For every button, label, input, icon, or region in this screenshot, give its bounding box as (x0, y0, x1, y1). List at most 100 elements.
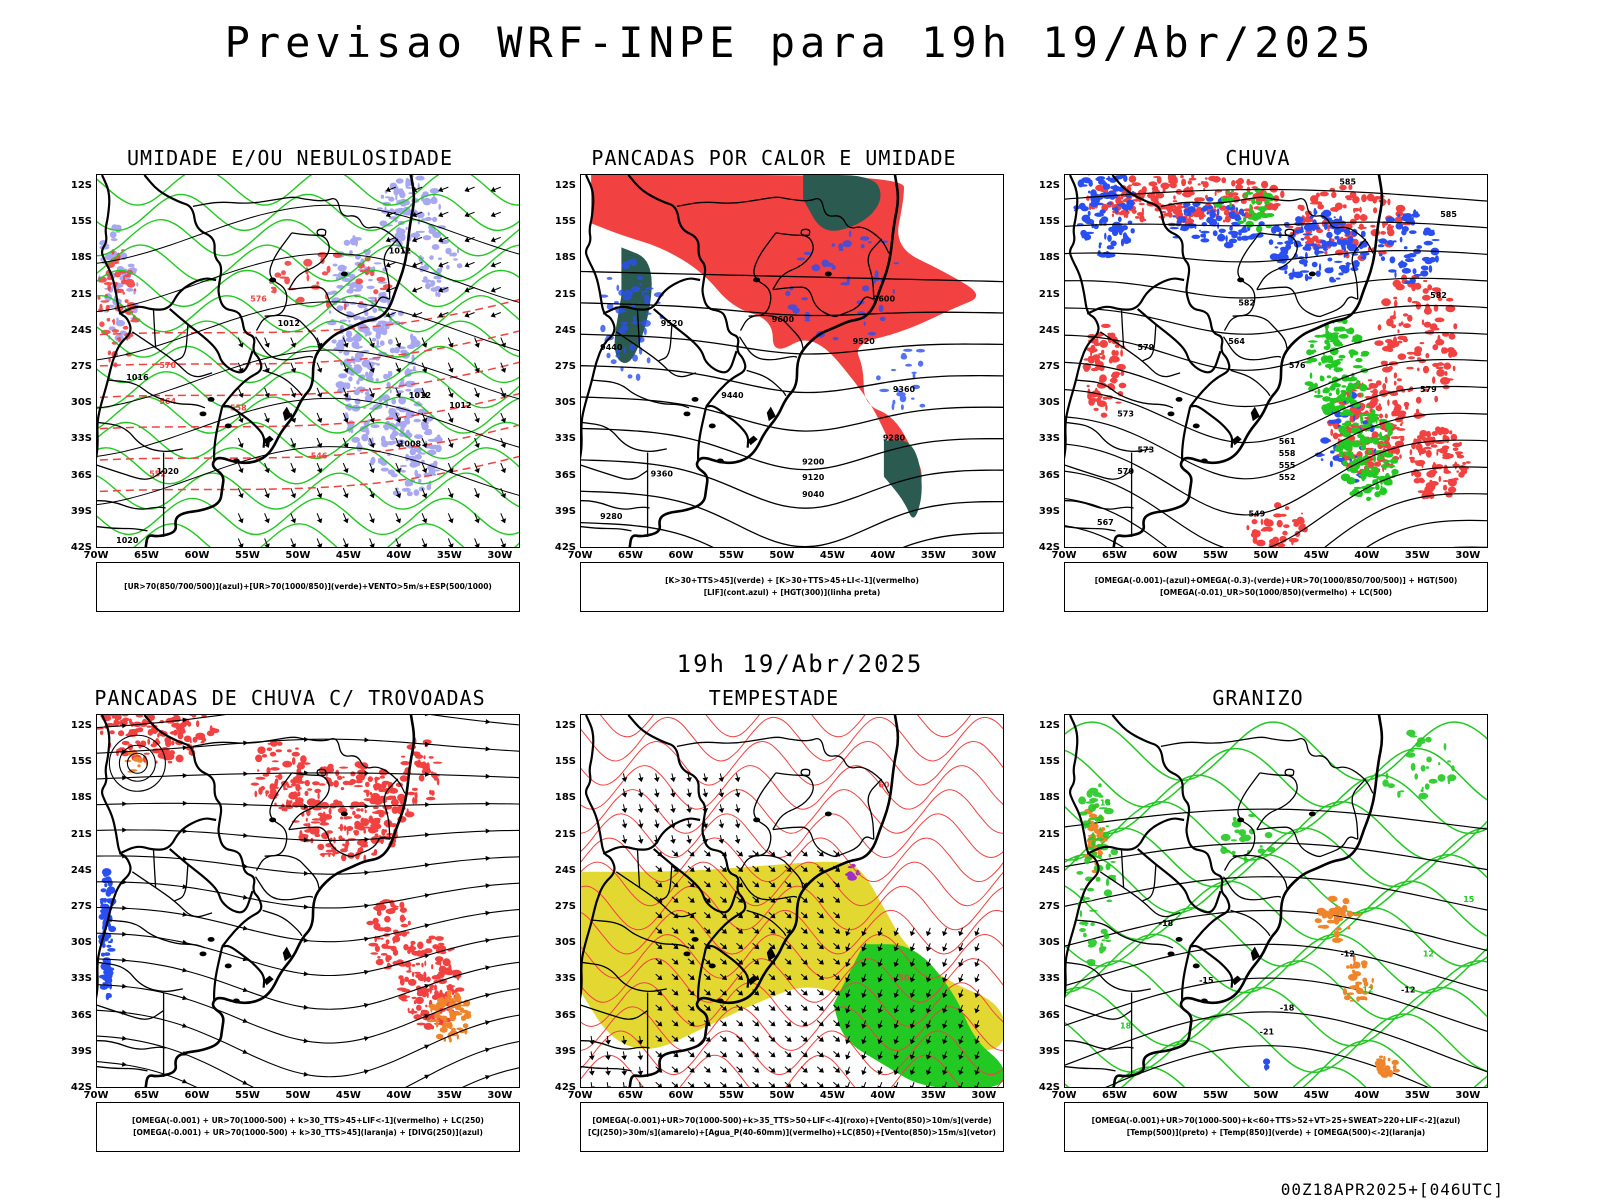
contour-label: 582 (1238, 298, 1255, 307)
streamlines-250-arrows (121, 715, 491, 1085)
lon-tick-label: 70W (567, 550, 593, 561)
lat-tick-label: 24S (70, 324, 92, 336)
contour-label: 570 (159, 361, 176, 370)
panel-title: TEMPESTADE (708, 686, 840, 710)
lon-tick-label: 65W (1101, 1090, 1127, 1101)
lat-tick-label: 39S (554, 505, 576, 517)
legend-line: [UR>70(850/700/500)](azul)+[UR>70(1000/8… (124, 582, 492, 591)
panel-umidade: UMIDADE E/OU NEBULOSIDADE 1012 1012 1016 102… (70, 146, 520, 626)
lat-tick-label: 18S (1038, 792, 1060, 804)
contour-label: 12 (1362, 986, 1373, 995)
pressure-contours (97, 204, 519, 506)
lat-tick-label: 24S (554, 864, 576, 876)
map-svg: 9600960095209520944094409360936092809280… (581, 175, 1003, 547)
map-plot: 1012 1012 1016 1020 1020 1012 1008 1012 570 576 56… (96, 174, 520, 548)
contour-label: 558 (230, 403, 247, 412)
precipitable-water-contours (581, 715, 1003, 1087)
contour-label: 9600 (873, 295, 896, 304)
lat-tick-label: 15S (554, 756, 576, 768)
contour-label: 15 (1463, 895, 1475, 904)
contour-label: 570 (1117, 467, 1134, 476)
contour-label: 549 (1248, 509, 1265, 518)
lon-tick-label: 50W (285, 550, 311, 561)
lat-tick-label: 27S (1038, 361, 1060, 373)
lat-tick-label: 12S (1038, 720, 1060, 732)
legend-line: [OMEGA(-0.001) + UR>70(1000-500) + k>30_… (133, 1128, 483, 1137)
contour-label: 1016 (126, 373, 149, 382)
instability-li-area (591, 175, 977, 492)
legend-line: [OMEGA(-0.001) + UR>70(1000-500) + k>30_… (132, 1116, 484, 1125)
lon-tick-label: 40W (1354, 550, 1380, 561)
lon-tick-label: 60W (1152, 1090, 1178, 1101)
lon-tick-label: 40W (386, 1090, 412, 1101)
lon-tick-label: 30W (1455, 1090, 1481, 1101)
lat-tick-label: 33S (1038, 973, 1060, 985)
country-borders (97, 175, 266, 460)
hgt300-contours (581, 270, 1003, 547)
contour-label: 9120 (802, 473, 825, 482)
lon-tick-label: 40W (870, 550, 896, 561)
contour-label: 9040 (802, 490, 825, 499)
lat-tick-label: 30S (554, 937, 576, 949)
contour-label: 579 (1137, 343, 1154, 352)
contour-label: 9280 (883, 433, 906, 442)
lat-tick-label: 15S (1038, 756, 1060, 768)
state-borders (1065, 196, 1374, 537)
map-plot: 50 60 (580, 714, 1004, 1088)
lon-tick-label: 65W (617, 550, 643, 561)
contour-label: -18 (1280, 1004, 1295, 1013)
lat-tick-label: 24S (70, 864, 92, 876)
lon-tick-label: 55W (718, 550, 744, 561)
lat-tick-label: 12S (1038, 180, 1060, 192)
lat-tick-label: 18S (554, 252, 576, 264)
map-svg: 5855855825825795795765735735705675645615… (1065, 175, 1487, 547)
legend-line: [OMEGA(-0.001)+UR>70(1000-500)+k>35_TTS>… (592, 1116, 992, 1125)
legend-line: [LIF](cont.azul) + [HGT(300)](linha pret… (703, 588, 881, 597)
contour-label: 18 (1120, 1022, 1132, 1031)
instability-k-tts-area-south (883, 440, 922, 518)
lon-tick-label: 35W (1404, 550, 1430, 561)
lat-tick-label: 42S (1038, 542, 1060, 553)
lat-tick-label: 30S (554, 397, 576, 409)
contour-label: -12 (1401, 986, 1415, 995)
lat-tick-label: 33S (554, 433, 576, 445)
lon-tick-label: 40W (386, 550, 412, 561)
country-borders (581, 715, 750, 1000)
lat-tick-label: 36S (1038, 469, 1060, 481)
lat-tick-label: 12S (70, 180, 92, 192)
lat-tick-label: 15S (70, 216, 92, 228)
lat-tick-label: 27S (554, 361, 576, 373)
contour-label: 576 (250, 295, 267, 304)
lat-tick-label: 30S (70, 937, 92, 949)
lat-tick-label: 21S (70, 288, 92, 300)
lat-tick-label: 21S (70, 828, 92, 840)
lon-tick-label: 35W (920, 1090, 946, 1101)
lon-tick-label: 70W (83, 550, 109, 561)
legend-line: [OMEGA(-0.01)_UR>50(1000/850)(vermelho) … (1159, 588, 1393, 597)
lon-tick-label: 30W (971, 550, 997, 561)
contour-label: 9360 (893, 385, 916, 394)
run-timestamp: 00Z18APR2025+[046UTC] (1280, 1180, 1504, 1199)
pressure-labels: 1012 1012 1016 1020 1020 1012 1008 1012 (116, 246, 471, 545)
contour-label: 1008 (399, 440, 422, 449)
panel-title: CHUVA (1225, 146, 1291, 170)
contour-label: 9280 (600, 512, 623, 521)
lon-tick-label: 45W (819, 550, 845, 561)
state-borders (581, 736, 890, 1077)
omega-03-area (1214, 188, 1399, 502)
temp500-labels: -18 -15 -12 -12 -21 -18 (1159, 919, 1416, 1037)
lat-tick-label: 36S (70, 1009, 92, 1021)
contour-label: 9520 (853, 337, 876, 346)
legend-line: [K>30+TTS>45](verde) + [K>30+TTS>45+LI<-… (665, 576, 919, 585)
contour-label: 576 (1289, 361, 1306, 370)
wind-marker (97, 249, 393, 368)
wind-850-vectors (588, 773, 980, 1087)
lat-tick-label: 12S (554, 180, 576, 192)
lat-tick-label: 33S (1038, 433, 1060, 445)
temp850-noise (1074, 729, 1457, 967)
lat-tick-label: 18S (554, 792, 576, 804)
contour-label: 564 (1228, 337, 1245, 346)
lat-tick-label: 27S (554, 901, 576, 913)
coastline (144, 175, 416, 547)
